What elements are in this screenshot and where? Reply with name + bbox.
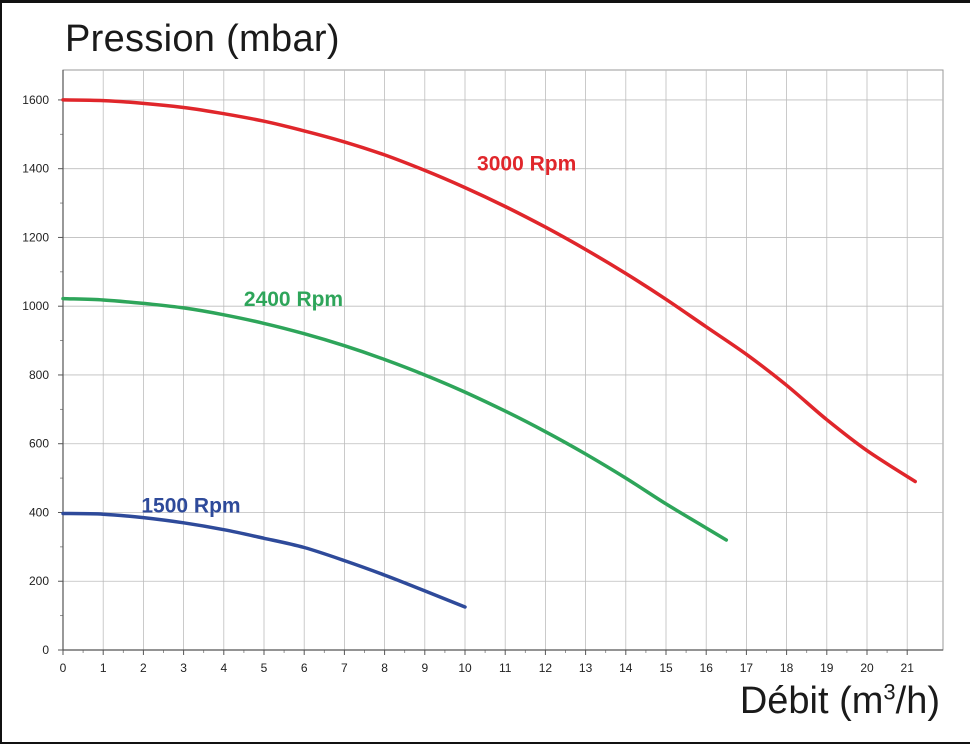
series-lines <box>61 98 917 609</box>
x-tick-label: 11 <box>499 661 512 675</box>
y-tick-label: 1600 <box>22 93 49 107</box>
x-tick-label: 13 <box>579 661 593 675</box>
y-tick-label: 1000 <box>22 299 49 313</box>
axes: 0 1 2 3 4 5 6 7 8 9 10 11 12 13 14 15 16 17 18 19 20 21020040… <box>22 70 943 675</box>
series-line-2400-rpm <box>61 296 729 542</box>
x-tick-label: 14 <box>619 661 633 675</box>
x-tick-label: 9 <box>421 661 428 675</box>
series-label-1500-rpm: 1500 Rpm <box>141 494 240 517</box>
x-axis-title: Débit (m3/h) <box>739 679 940 722</box>
x-tick-label: 7 <box>341 661 348 675</box>
x-tick-label: 20 <box>860 661 874 675</box>
y-tick-label: 800 <box>29 368 49 382</box>
series-labels: 3000 Rpm 2400 Rpm 1500 Rpm <box>141 152 576 517</box>
x-tick-label: 18 <box>780 661 794 675</box>
y-tick-label: 200 <box>29 574 49 588</box>
x-tick-label: 2 <box>140 661 147 675</box>
x-tick-label: 19 <box>820 661 834 675</box>
series-line-1500-rpm <box>61 511 467 609</box>
y-tick-label: 1200 <box>22 230 49 244</box>
series-label-2400-rpm: 2400 Rpm <box>244 288 343 311</box>
series-line-3000-rpm <box>61 98 917 484</box>
x-tick-label: 10 <box>458 661 472 675</box>
y-tick-label: 600 <box>29 437 49 451</box>
x-tick-label: 17 <box>740 661 754 675</box>
y-tick-label: 1400 <box>22 162 49 176</box>
x-tick-label: 5 <box>261 661 268 675</box>
y-tick-label: 400 <box>29 505 49 519</box>
x-tick-label: 3 <box>180 661 187 675</box>
x-tick-label: 16 <box>700 661 714 675</box>
chart-title: Pression (mbar) <box>65 18 340 60</box>
x-tick-label: 8 <box>381 661 388 675</box>
x-tick-label: 0 <box>60 661 67 675</box>
x-tick-label: 15 <box>659 661 673 675</box>
x-tick-label: 12 <box>539 661 553 675</box>
x-tick-label: 21 <box>901 661 915 675</box>
x-tick-label: 6 <box>301 661 308 675</box>
y-tick-label: 0 <box>42 643 49 657</box>
x-tick-label: 4 <box>220 661 227 675</box>
series-label-3000-rpm: 3000 Rpm <box>477 152 576 175</box>
x-tick-label: 1 <box>100 661 107 675</box>
